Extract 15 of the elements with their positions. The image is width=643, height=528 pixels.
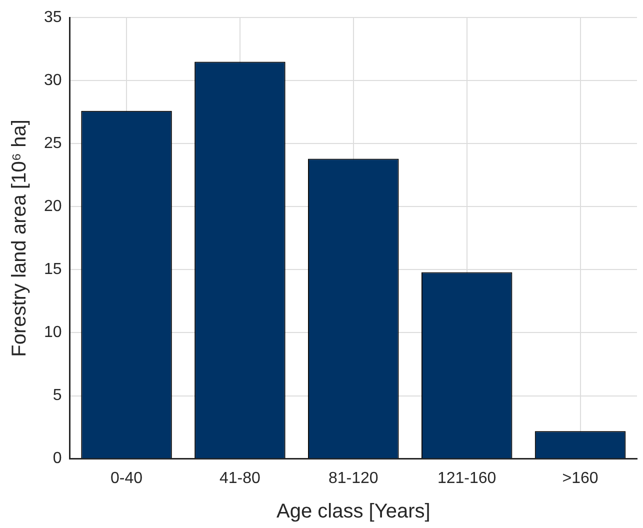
y-tick-label: 5 [52,387,62,404]
x-tick-label: 121-160 [437,470,496,487]
y-tick-label: 35 [44,9,62,26]
y-tick-label: 15 [44,261,62,278]
y-tick-label: 30 [44,72,62,90]
y-tick-label: 25 [44,135,62,152]
y-axis-title: Forestry land area [10⁶ ha] [8,120,31,357]
y-tick-label: 20 [44,198,62,216]
x-tick-label: 0-40 [110,470,143,487]
x-tick-label: 81-120 [328,470,378,487]
y-tick-label: 10 [44,324,62,342]
y-tick-label: 0 [52,450,62,468]
x-tick-label: 41-80 [219,470,261,487]
x-axis-title: Age class [Years] [276,500,430,523]
x-tick-label: >160 [562,470,598,487]
